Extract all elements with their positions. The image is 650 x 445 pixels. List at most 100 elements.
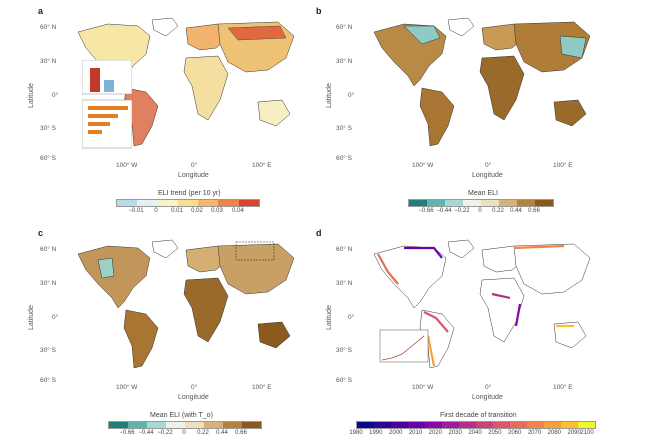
cbar-a-swatch-6 <box>238 200 259 206</box>
northern-eurasia-band <box>227 25 287 41</box>
cbar-a-tick-0: −0.01 <box>128 208 144 214</box>
cbar-d-swatch-12 <box>561 422 578 428</box>
cbar-c-title: Mean ELI (with T_o) <box>150 412 213 419</box>
ytick-b-2: 0° <box>348 92 355 99</box>
panel-a-map <box>77 17 295 147</box>
panel-d-label: d <box>316 228 322 238</box>
cbar-d-tick-0: 1980 <box>349 430 363 436</box>
cbar-a-swatch-2 <box>157 200 178 206</box>
ytick-a-2: 0° <box>52 92 59 99</box>
cbar-b-swatch-7 <box>535 200 553 206</box>
cbar-d-tick-11: 2090 <box>567 430 581 436</box>
ytick-b-1: 30° N <box>336 58 353 65</box>
cbar-d-tick-1: 1990 <box>369 430 383 436</box>
cbar-d-swatch-1 <box>374 422 391 428</box>
cbar-b-tick-0: −0.66 <box>418 208 434 214</box>
cbar-b-swatch-0 <box>409 200 427 206</box>
cbar-d-tick-5: 2030 <box>448 430 462 436</box>
cbar-c-ticks: −0.66 −0.44 −0.22 0 0.22 0.44 0.66 <box>108 430 260 440</box>
cbar-c-swatch-7 <box>242 422 261 428</box>
cbar-b-swatch-3 <box>463 200 481 206</box>
ylabel-b: Latitude <box>326 83 333 108</box>
inset-bar-2 <box>104 80 114 92</box>
cbar-d-tick-3: 2010 <box>408 430 423 436</box>
cbar-c-tick-0: −0.66 <box>119 430 135 436</box>
panel-d-map <box>373 239 591 369</box>
ytick-d-3: 30° S <box>336 347 352 354</box>
ytick-d-0: 60° N <box>336 246 353 253</box>
ylabel-a: Latitude <box>28 83 35 108</box>
ytick-d-4: 60° S <box>336 377 352 384</box>
xtick-a-2: 100° E <box>252 162 272 169</box>
cbar-d-tick-10: 2080 <box>547 430 561 436</box>
cbar-d-swatch-10 <box>527 422 544 428</box>
cbar-c-tick-4: 0.22 <box>197 430 209 436</box>
inset-hbar-1 <box>88 106 128 110</box>
ytick-a-0: 60° N <box>40 24 57 31</box>
africa <box>479 277 525 343</box>
cbar-c-swatch-1 <box>128 422 147 428</box>
cbar-c-swatch-4 <box>185 422 204 428</box>
xlabel-a: Longitude <box>178 172 209 179</box>
australia <box>553 321 587 349</box>
ytick-c-3: 30° S <box>40 347 56 354</box>
cbar-d-tick-9: 2070 <box>527 430 542 436</box>
south-america <box>123 309 159 369</box>
north-america-west <box>97 257 115 279</box>
ytick-c-0: 60° N <box>40 246 57 253</box>
ytick-d-1: 30° N <box>336 280 353 287</box>
ytick-c-1: 30° N <box>40 280 57 287</box>
xtick-c-0: 100° W <box>116 384 138 391</box>
cbar-b-tick-5: 0.44 <box>510 208 522 214</box>
cbar-a-tick-4: 0.03 <box>211 208 223 214</box>
asia <box>513 243 591 295</box>
panel-a-inset-bars <box>82 60 132 149</box>
cbar-b-tick-2: −0.22 <box>454 208 470 214</box>
cbar-d-swatch-8 <box>493 422 510 428</box>
asia <box>513 21 591 73</box>
cbar-b-tick-6: 0.66 <box>528 208 540 214</box>
cbar-d-swatch-3 <box>408 422 425 428</box>
ytick-d-2: 0° <box>348 314 355 321</box>
cbar-b-tick-4: 0.22 <box>492 208 504 214</box>
ytick-b-4: 60° S <box>336 155 352 162</box>
cbar-d-swatch-6 <box>459 422 476 428</box>
xtick-b-0: 100° W <box>412 162 434 169</box>
cbar-b-tick-1: −0.44 <box>436 208 452 214</box>
map-a-land <box>77 17 295 147</box>
cbar-c-swatch-3 <box>166 422 185 428</box>
xtick-d-0: 100° W <box>412 384 434 391</box>
xtick-c-2: 100° E <box>252 384 272 391</box>
cbar-b-tick-3: 0 <box>478 208 482 214</box>
cbar-d-tick-8: 2060 <box>508 430 522 436</box>
cbar-d-tick-12: 2100 <box>580 430 594 436</box>
cbar-b <box>408 199 554 207</box>
panel-c-map <box>77 239 295 369</box>
cbar-b-title: Mean ELI <box>468 190 498 197</box>
cbar-b-swatch-1 <box>427 200 445 206</box>
panel-b-label: b <box>316 6 322 16</box>
inset-hbar-3 <box>88 122 110 126</box>
cbar-c-tick-2: −0.22 <box>157 430 173 436</box>
cbar-b-swatch-4 <box>481 200 499 206</box>
xtick-b-2: 100° E <box>553 162 573 169</box>
africa <box>479 55 525 121</box>
cbar-d-title: First decade of transition <box>440 412 517 419</box>
cbar-a-swatch-4 <box>198 200 219 206</box>
cbar-c <box>108 421 262 429</box>
cbar-a-tick-5: 0.04 <box>232 208 244 214</box>
cbar-b-swatch-6 <box>517 200 535 206</box>
panel-a-label: a <box>38 6 44 16</box>
inset-hbar-4 <box>88 130 102 134</box>
cbar-c-swatch-0 <box>109 422 128 428</box>
ylabel-d: Latitude <box>326 305 333 330</box>
australia <box>553 99 587 127</box>
greenland <box>151 17 179 37</box>
cbar-d-swatch-0 <box>357 422 374 428</box>
greenland <box>447 239 475 259</box>
cbar-d-swatch-5 <box>442 422 459 428</box>
xtick-a-1: 0° <box>191 162 198 169</box>
cbar-b-swatch-2 <box>445 200 463 206</box>
inset-chart-line <box>381 335 425 361</box>
north-america <box>373 245 447 309</box>
